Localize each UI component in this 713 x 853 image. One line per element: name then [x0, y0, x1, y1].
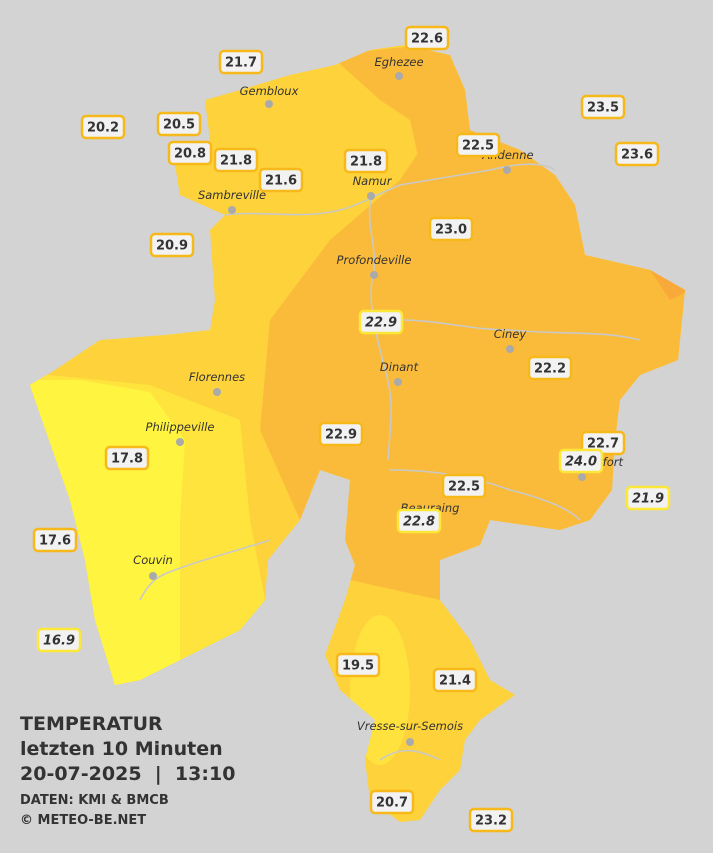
station-box: [104, 445, 150, 471]
place-dot: [506, 345, 514, 353]
station-box: [404, 25, 450, 51]
station-temperature: 22.6: [411, 32, 443, 47]
station-box: [213, 147, 259, 173]
place-dot: [370, 271, 378, 279]
station-temperature: 17.8: [111, 452, 143, 467]
station-box: [625, 485, 671, 511]
station-box: [149, 232, 195, 258]
station-temperature: 22.9: [325, 428, 357, 443]
place-dot: [265, 100, 273, 108]
place-name: Ciney: [494, 327, 527, 341]
station-box: [441, 473, 487, 499]
station-box: [80, 114, 126, 140]
station-temperature: 16.9: [43, 634, 75, 649]
place-name: Namur: [353, 174, 393, 188]
station-temperature: 17.6: [39, 534, 71, 549]
station-box: [468, 807, 514, 833]
station-temperature: 21.7: [225, 56, 257, 71]
station-temperature: 23.0: [435, 223, 467, 238]
place-name: Profondeville: [337, 253, 412, 267]
station-box: [218, 49, 264, 75]
station-temperature: 22.5: [462, 139, 494, 154]
station-temperature: 22.7: [587, 437, 619, 452]
station-box: [32, 527, 78, 553]
place-name: Philippeville: [146, 420, 215, 434]
station-temperature: 20.7: [376, 796, 408, 811]
place-dot: [149, 572, 157, 580]
place-name: Florennes: [189, 370, 245, 384]
station-box: [614, 141, 660, 167]
station-box: [335, 652, 381, 678]
station-box: [318, 421, 364, 447]
station-box: [580, 94, 626, 120]
station-box: [36, 627, 82, 653]
station-box: [558, 448, 604, 474]
place-dot: [406, 738, 414, 746]
station-box: [432, 667, 478, 693]
place-dot: [395, 72, 403, 80]
station-box: [358, 309, 404, 335]
station-box: [428, 216, 474, 242]
legend-title: TEMPERATUR: [20, 713, 163, 735]
place-name: Vresse-sur-Semois: [357, 719, 463, 733]
station-temperature: 23.6: [621, 148, 653, 163]
place-name: Eghezee: [374, 55, 423, 69]
place-dot: [176, 438, 184, 446]
station-temperature: 22.5: [448, 480, 480, 495]
station-temperature: 20.2: [87, 121, 119, 136]
station-temperature: 19.5: [342, 659, 374, 674]
place-dot: [213, 388, 221, 396]
station-temperature: 21.9: [632, 492, 664, 507]
station-box: [396, 508, 442, 534]
station-box: [455, 132, 501, 158]
place-dot: [367, 192, 375, 200]
station-temperature: 20.8: [174, 147, 206, 162]
station-temperature: 22.9: [365, 316, 397, 331]
station-temperature: 21.8: [350, 155, 382, 170]
station-box: [527, 355, 573, 381]
station-temperature: 20.5: [163, 118, 195, 133]
station-temperature: 20.9: [156, 239, 188, 254]
station-temperature: 23.5: [587, 101, 619, 116]
place-dot: [228, 206, 236, 214]
place-dot: [503, 166, 511, 174]
legend-copyright: © METEO-BE.NET: [20, 813, 146, 828]
station-box: [343, 148, 389, 174]
station-temperature: 21.6: [265, 174, 297, 189]
place-dot: [394, 378, 402, 386]
place-name: Couvin: [133, 553, 173, 567]
station-temperature: 21.8: [220, 154, 252, 169]
station-box: [156, 111, 202, 137]
legend-period: letzten 10 Minuten: [20, 738, 223, 760]
place-name: Gembloux: [240, 84, 299, 98]
station-box: [258, 167, 304, 193]
station-temperature: 22.2: [534, 362, 566, 377]
place-dot: [578, 473, 586, 481]
station-box: [167, 140, 213, 166]
station-temperature: 21.4: [439, 674, 471, 689]
station-temperature: 23.2: [475, 814, 507, 829]
station-temperature: 22.8: [403, 515, 435, 530]
legend-source: DATEN: KMI & BMCB: [20, 793, 169, 808]
station-temperature: 24.0: [565, 455, 597, 470]
station-box: [369, 789, 415, 815]
place-name: Dinant: [380, 360, 419, 374]
place-name: Sambreville: [198, 188, 266, 202]
legend-datetime: 20-07-2025 | 13:10: [20, 763, 235, 785]
